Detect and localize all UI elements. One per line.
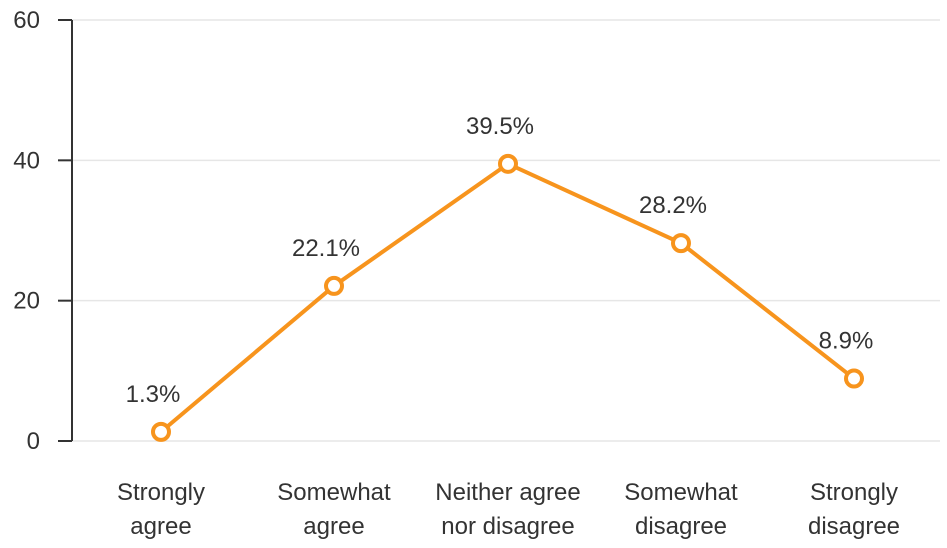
data-point xyxy=(498,153,518,174)
series-line xyxy=(159,161,856,434)
data-label: 1.3% xyxy=(126,381,181,408)
y-tick-label: 40 xyxy=(13,147,40,174)
x-category-label: Somewhat disagree xyxy=(624,479,738,540)
x-axis-category-labels: Strongly agree Somewhat agree Neither agree n… xyxy=(117,479,900,540)
data-labels: 1.3% 22.1% 39.5% 28.2% 8.9% xyxy=(126,113,874,408)
x-category-label: Neither agree nor disagree xyxy=(435,479,580,540)
data-point xyxy=(324,275,344,296)
data-label: 8.9% xyxy=(819,328,874,355)
series-line-group xyxy=(151,153,864,442)
x-category-label: Strongly agree xyxy=(117,479,205,540)
data-label: 22.1% xyxy=(292,235,360,262)
y-tick-label: 60 xyxy=(13,7,40,34)
data-point xyxy=(844,368,864,389)
x-category-label: Somewhat agree xyxy=(277,479,391,540)
y-axis: 0 20 40 60 xyxy=(13,7,73,455)
data-label: 39.5% xyxy=(466,113,534,140)
data-label: 28.2% xyxy=(639,192,707,219)
data-point xyxy=(671,233,691,254)
x-category-label: Strongly disagree xyxy=(808,479,900,540)
y-tick-label: 20 xyxy=(13,288,40,315)
y-tick-label: 0 xyxy=(27,428,40,455)
gridlines xyxy=(72,19,940,442)
data-point xyxy=(151,421,171,442)
